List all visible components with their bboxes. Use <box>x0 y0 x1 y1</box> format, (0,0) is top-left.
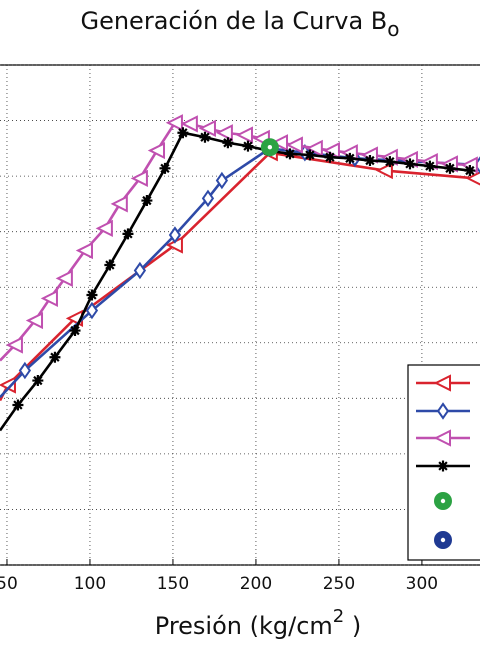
x-tick-label: 50 <box>0 574 18 594</box>
marker <box>40 289 58 307</box>
marker <box>180 115 198 133</box>
series-line <box>0 121 470 362</box>
marker <box>270 134 288 152</box>
marker <box>133 261 147 280</box>
dot-inner <box>267 145 273 150</box>
marker <box>159 162 171 174</box>
marker <box>433 429 451 447</box>
marker <box>104 259 116 271</box>
x-axis-label: Presión (kg/cm2 ) <box>155 606 361 640</box>
marker <box>199 131 211 143</box>
marker <box>434 531 452 549</box>
x-tick-label: 200 <box>240 574 272 594</box>
marker <box>364 155 376 167</box>
marker <box>384 156 396 168</box>
marker <box>25 311 44 330</box>
x-tick-label: 150 <box>157 574 189 594</box>
chart-title: Generación de la Curva Bo <box>80 7 399 41</box>
marker <box>215 171 229 190</box>
marker <box>5 336 23 354</box>
marker <box>305 139 323 157</box>
marker <box>444 162 456 174</box>
marker <box>198 119 216 137</box>
title-main: Generación de la Curva B <box>80 7 387 35</box>
marker <box>49 351 61 363</box>
marker <box>95 219 113 237</box>
x-tick-label: 250 <box>323 574 355 594</box>
marker <box>284 148 296 160</box>
marker <box>215 124 233 142</box>
x-label-text: Presión (kg/cm <box>155 612 333 640</box>
marker <box>437 460 449 472</box>
legend <box>407 364 480 561</box>
marker <box>464 165 476 177</box>
marker <box>465 171 480 186</box>
marker <box>436 402 450 420</box>
marker <box>404 158 416 170</box>
marker <box>242 140 254 152</box>
marker <box>147 141 166 160</box>
x-tick-label: 100 <box>74 574 106 594</box>
x-label-sup: 2 <box>333 606 344 627</box>
marker <box>165 114 183 132</box>
title-subscript: o <box>387 17 399 41</box>
marker <box>434 492 452 510</box>
marker <box>235 126 253 144</box>
marker <box>260 138 279 157</box>
marker <box>433 374 451 392</box>
marker <box>12 399 24 411</box>
marker <box>344 152 356 164</box>
marker <box>222 137 234 149</box>
dot-inner <box>440 498 446 504</box>
marker <box>130 169 148 187</box>
x-label-end: ) <box>344 612 361 640</box>
marker <box>110 195 128 213</box>
marker <box>141 195 153 207</box>
x-tick-label: 300 <box>406 574 438 594</box>
dot-inner <box>440 537 446 543</box>
marker <box>85 301 99 320</box>
marker <box>86 289 98 301</box>
marker <box>304 149 316 161</box>
marker <box>285 136 303 154</box>
marker <box>55 269 73 287</box>
marker <box>122 228 134 240</box>
marker <box>201 189 215 208</box>
marker <box>324 151 336 163</box>
marker <box>32 375 44 387</box>
marker <box>168 226 182 244</box>
marker <box>177 127 189 139</box>
marker <box>375 161 393 180</box>
marker <box>424 160 436 172</box>
marker <box>75 241 93 260</box>
marker <box>18 361 32 380</box>
marker <box>69 325 81 337</box>
